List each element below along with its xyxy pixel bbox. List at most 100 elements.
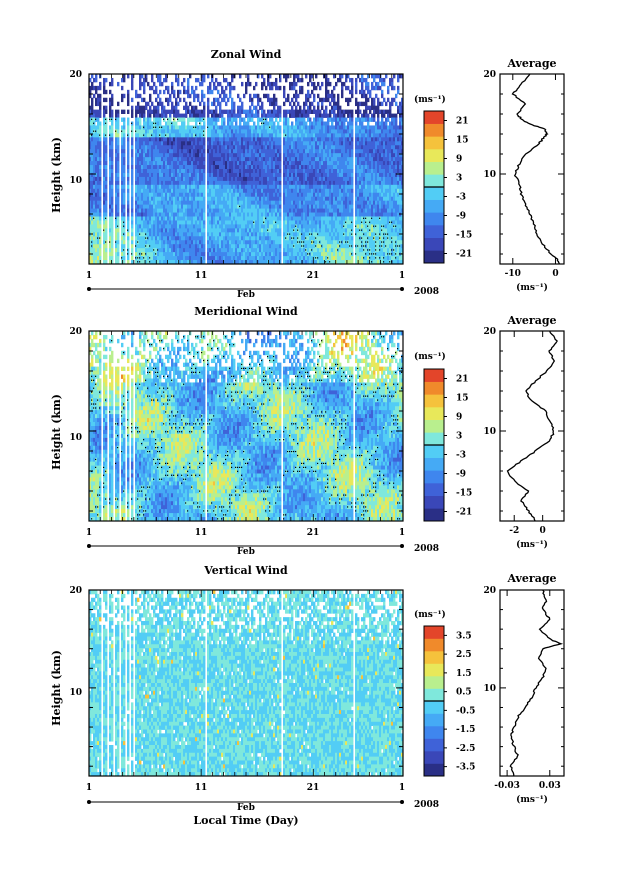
heatmap-cell bbox=[309, 77, 312, 83]
heatmap-cell bbox=[147, 145, 152, 150]
zero-contour-dot bbox=[315, 245, 317, 247]
heatmap-cell bbox=[357, 165, 360, 170]
heatmap-cell bbox=[383, 97, 386, 103]
heatmap-cell bbox=[229, 240, 232, 245]
heatmap-cell bbox=[285, 354, 288, 360]
heatmap-cell bbox=[293, 200, 296, 206]
heatmap-cell bbox=[381, 153, 384, 158]
heatmap-cell bbox=[321, 169, 326, 174]
heatmap-cell bbox=[247, 81, 250, 87]
heatmap-cell bbox=[395, 188, 398, 194]
heatmap-cell bbox=[345, 196, 348, 202]
heatmap-cell bbox=[343, 153, 350, 158]
heatmap-cell bbox=[251, 109, 254, 114]
heatmap-cell bbox=[295, 362, 298, 368]
heatmap-cell bbox=[165, 165, 168, 170]
heatmap-cell bbox=[197, 192, 200, 198]
heatmap-cell bbox=[89, 350, 92, 356]
heatmap-cell bbox=[253, 228, 260, 233]
heatmap-cell bbox=[345, 141, 350, 146]
heatmap-cell bbox=[183, 248, 186, 253]
heatmap-cell bbox=[93, 240, 98, 245]
heatmap-cell bbox=[143, 228, 148, 233]
heatmap-cell bbox=[319, 260, 326, 264]
zero-contour-dot bbox=[311, 233, 313, 235]
heatmap-cell bbox=[257, 133, 260, 138]
heatmap-cell bbox=[247, 129, 252, 134]
heatmap-cell bbox=[399, 228, 402, 233]
heatmap-cell bbox=[263, 176, 268, 182]
heatmap-cell bbox=[271, 244, 280, 249]
heatmap-cell bbox=[185, 89, 188, 95]
heatmap-cell bbox=[227, 240, 230, 245]
zero-contour-dot bbox=[361, 241, 363, 243]
heatmap-cell bbox=[283, 240, 292, 245]
heatmap-cell bbox=[283, 248, 286, 253]
heatmap-cell bbox=[335, 248, 338, 253]
heatmap-cell bbox=[381, 125, 384, 130]
heatmap-cell bbox=[143, 161, 148, 166]
heatmap-cell bbox=[163, 105, 166, 111]
heatmap-cell bbox=[233, 366, 236, 371]
heatmap-cell bbox=[219, 240, 222, 245]
heatmap-cell bbox=[215, 85, 218, 91]
heatmap-cell bbox=[351, 342, 354, 348]
heatmap-cell bbox=[219, 113, 222, 118]
heatmap-cell bbox=[383, 354, 386, 360]
heatmap-cell bbox=[235, 129, 238, 134]
heatmap-cell bbox=[165, 161, 168, 166]
heatmap-cell bbox=[329, 169, 332, 174]
zero-contour-dot bbox=[159, 134, 161, 136]
heatmap-cell bbox=[371, 105, 380, 111]
heatmap-cell bbox=[299, 248, 302, 253]
heatmap-cell bbox=[337, 208, 340, 213]
heatmap-cell bbox=[173, 184, 176, 190]
heatmap-cell bbox=[309, 350, 312, 356]
zero-contour-dot bbox=[301, 233, 303, 235]
heatmap-cell bbox=[179, 244, 182, 249]
heatmap-cell bbox=[373, 212, 376, 217]
zero-contour-dot bbox=[297, 237, 299, 239]
heatmap-cell bbox=[313, 216, 316, 221]
heatmap-cell bbox=[235, 165, 240, 170]
heatmap-cell bbox=[171, 105, 176, 111]
heatmap-cell bbox=[207, 129, 212, 134]
heatmap-cell bbox=[351, 81, 354, 87]
heatmap-cell bbox=[299, 105, 302, 111]
heatmap-cell bbox=[363, 137, 366, 142]
heatmap-cell bbox=[141, 252, 146, 257]
heatmap-cell bbox=[391, 145, 396, 150]
heatmap-cell bbox=[337, 200, 342, 206]
heatmap-cell bbox=[299, 224, 302, 229]
heatmap-cell bbox=[157, 331, 160, 336]
heatmap-cell bbox=[245, 145, 248, 150]
zero-contour-dot bbox=[321, 245, 323, 247]
heatmap-cell bbox=[391, 184, 398, 190]
heatmap-cell bbox=[317, 169, 320, 174]
heatmap-cell bbox=[283, 169, 288, 174]
heatmap-cell bbox=[97, 248, 100, 253]
heatmap-cell bbox=[283, 350, 286, 356]
heatmap-cell bbox=[195, 188, 200, 194]
heatmap-cell bbox=[139, 228, 142, 233]
heatmap-cell bbox=[111, 121, 114, 126]
heatmap-cell bbox=[259, 169, 262, 174]
heatmap-cell bbox=[341, 93, 344, 99]
heatmap-cell bbox=[249, 252, 252, 257]
zero-contour-dot bbox=[395, 241, 397, 243]
heatmap-cell bbox=[215, 149, 218, 154]
heatmap-cell bbox=[131, 165, 134, 170]
heatmap-cell bbox=[233, 153, 238, 158]
heatmap-cell bbox=[91, 331, 94, 336]
heatmap-cell bbox=[151, 224, 154, 229]
heatmap-cell bbox=[337, 358, 340, 364]
heatmap-cell bbox=[185, 208, 188, 213]
heatmap-cell bbox=[295, 346, 298, 352]
heatmap-cell bbox=[367, 180, 372, 186]
heatmap-cell bbox=[95, 354, 100, 360]
heatmap-cell bbox=[169, 93, 172, 99]
heatmap-cell bbox=[265, 145, 268, 150]
heatmap-cell bbox=[147, 81, 150, 87]
heatmap-cell bbox=[221, 113, 224, 118]
heatmap-cell bbox=[389, 129, 392, 134]
